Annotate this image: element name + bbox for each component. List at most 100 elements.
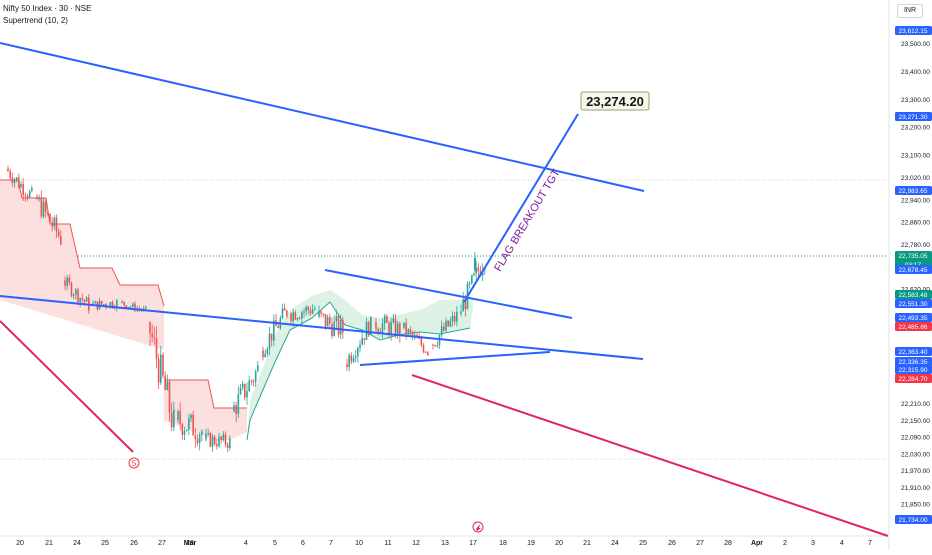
candle-body bbox=[420, 338, 423, 346]
red-trendline-right[interactable] bbox=[411, 374, 889, 537]
candle-body bbox=[348, 355, 350, 368]
price-tick-label: 23,300.00 bbox=[901, 97, 930, 104]
wave-5-marker[interactable] bbox=[128, 457, 140, 469]
indicator-label[interactable]: Supertrend (10, 2) bbox=[3, 16, 68, 25]
price-badge[interactable] bbox=[895, 357, 932, 366]
candle-body bbox=[246, 391, 248, 398]
channel-upper-trendline[interactable] bbox=[0, 42, 645, 192]
price-badge[interactable] bbox=[895, 265, 932, 274]
candle-body bbox=[47, 211, 49, 215]
candle-body bbox=[346, 364, 348, 368]
date-tick-label: 2 bbox=[783, 540, 787, 547]
price-badge[interactable] bbox=[895, 290, 932, 299]
candle-body bbox=[31, 187, 33, 192]
candle-body bbox=[424, 351, 427, 353]
date-tick-label: 4 bbox=[840, 540, 844, 547]
candle-body bbox=[473, 273, 475, 276]
candle-body bbox=[337, 316, 340, 335]
candle-body bbox=[57, 231, 60, 237]
channel-lower-trendline[interactable] bbox=[0, 295, 644, 360]
price-tick-label: 21,910.00 bbox=[901, 485, 930, 492]
wave-5-label: 5 bbox=[132, 459, 137, 468]
candle-body bbox=[320, 311, 322, 314]
candle-body bbox=[177, 411, 179, 420]
candle-body bbox=[218, 436, 220, 447]
price-badge[interactable] bbox=[895, 365, 932, 374]
candle-body bbox=[233, 405, 235, 412]
price-badge[interactable] bbox=[895, 322, 932, 331]
price-badge[interactable] bbox=[895, 299, 932, 308]
candle-body bbox=[352, 358, 355, 362]
candle-body bbox=[216, 444, 218, 447]
candle-body bbox=[252, 381, 255, 383]
date-tick-label: Apr bbox=[751, 540, 763, 547]
flag-lower-trendline[interactable] bbox=[359, 351, 551, 366]
price-tick-label: 22,150.00 bbox=[901, 418, 930, 425]
symbol-title[interactable]: Nifty 50 Index · 30 · NSE bbox=[3, 4, 92, 13]
candle-body bbox=[257, 365, 259, 372]
candle-body bbox=[244, 383, 246, 398]
price-badge[interactable] bbox=[895, 515, 932, 524]
price-badge[interactable] bbox=[895, 347, 932, 356]
candle-body bbox=[198, 434, 201, 444]
candle-body bbox=[409, 329, 412, 333]
flag-upper-trendline[interactable] bbox=[324, 269, 573, 319]
candle-body bbox=[7, 168, 9, 172]
candle-body bbox=[471, 275, 473, 284]
candle-body bbox=[100, 300, 103, 305]
candle-body bbox=[190, 414, 192, 419]
candle-body bbox=[134, 303, 136, 311]
price-badge-label: 22,983.65 bbox=[899, 188, 928, 195]
price-badge[interactable] bbox=[895, 374, 932, 383]
candle-body bbox=[164, 375, 166, 390]
date-tick-label: 27 bbox=[696, 540, 704, 547]
breakout-target-line[interactable] bbox=[463, 113, 579, 303]
candle-body bbox=[331, 323, 333, 337]
target-price-box[interactable] bbox=[580, 91, 650, 111]
candle-body bbox=[375, 322, 377, 329]
candle-body bbox=[24, 195, 27, 197]
candle-body bbox=[422, 345, 425, 352]
candle-body bbox=[40, 197, 43, 217]
candle-body bbox=[427, 352, 429, 356]
candle-body bbox=[18, 177, 20, 188]
candle-body bbox=[22, 183, 24, 196]
candle-body bbox=[460, 311, 462, 314]
candle-body bbox=[403, 322, 405, 328]
supertrend-down-line-2 bbox=[164, 379, 247, 409]
supertrend-down-zone-2 bbox=[164, 380, 247, 440]
red-trendline-left[interactable] bbox=[0, 320, 134, 453]
date-tick-label: 6 bbox=[301, 540, 305, 547]
candle-body bbox=[83, 299, 86, 302]
candle-body bbox=[381, 323, 384, 334]
target-price-label: 23,274.20 bbox=[586, 94, 644, 109]
candle-body bbox=[339, 319, 342, 335]
candle-body bbox=[145, 307, 147, 309]
price-badge[interactable] bbox=[895, 251, 932, 269]
price-badge-label: 22,485.86 bbox=[899, 324, 928, 331]
candle-body bbox=[68, 277, 71, 283]
date-tick-label: 13 bbox=[441, 540, 449, 547]
candle-body bbox=[294, 312, 297, 320]
price-badge[interactable] bbox=[895, 186, 932, 195]
price-badge[interactable] bbox=[895, 26, 932, 35]
candle-body bbox=[132, 303, 134, 307]
candle-body bbox=[20, 183, 22, 188]
candle-body bbox=[326, 317, 329, 327]
price-badge[interactable] bbox=[895, 313, 932, 322]
candle-body bbox=[443, 326, 445, 331]
candle-body bbox=[103, 304, 105, 306]
candle-body bbox=[109, 302, 112, 308]
price-tick-label: 21,850.00 bbox=[901, 502, 930, 509]
candle-body bbox=[445, 320, 447, 331]
candle-body bbox=[324, 314, 327, 327]
currency-button[interactable]: INR bbox=[897, 4, 923, 18]
candle-body bbox=[418, 337, 420, 339]
price-badge-label: 22,493.35 bbox=[899, 315, 928, 322]
candle-body bbox=[399, 323, 401, 336]
candle-body bbox=[464, 299, 467, 309]
price-tick-label: 22,940.00 bbox=[901, 197, 930, 204]
price-badge[interactable] bbox=[895, 112, 932, 121]
